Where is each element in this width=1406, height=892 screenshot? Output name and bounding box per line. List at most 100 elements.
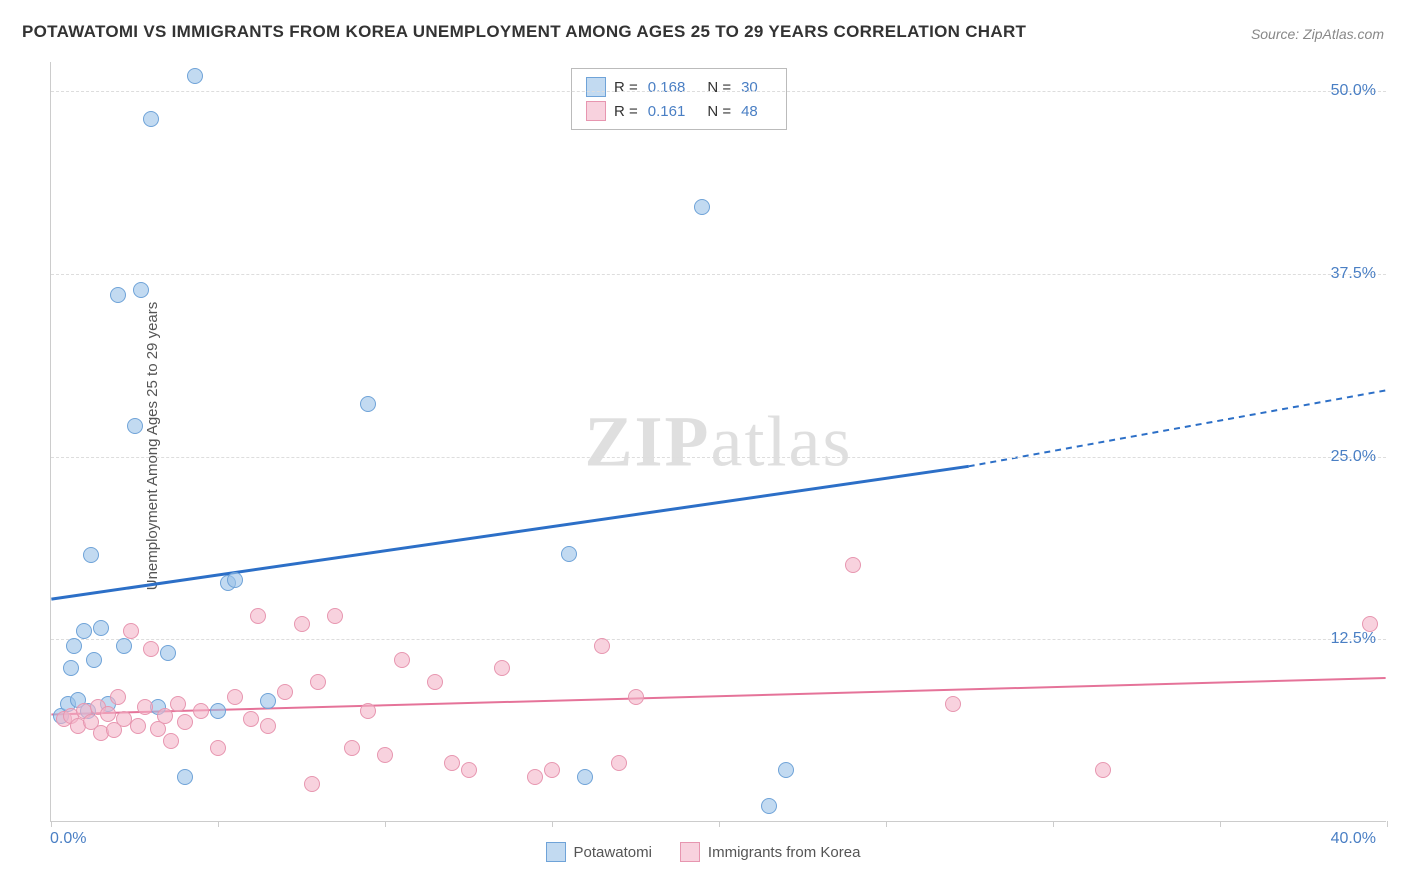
data-point — [110, 689, 126, 705]
legend-swatch — [546, 842, 566, 862]
r-value: 0.168 — [648, 79, 686, 96]
data-point — [127, 418, 143, 434]
legend-swatch — [586, 77, 606, 97]
n-label: N = — [707, 79, 731, 96]
data-point — [177, 714, 193, 730]
data-point — [143, 111, 159, 127]
data-point — [187, 68, 203, 84]
data-point — [100, 706, 116, 722]
data-point — [494, 660, 510, 676]
legend-row: R = 0.161 N = 48 — [586, 99, 772, 123]
gridline — [51, 457, 1386, 458]
trend-lines — [51, 62, 1386, 821]
y-tick-label: 25.0% — [1331, 448, 1376, 466]
data-point — [210, 740, 226, 756]
data-point — [210, 703, 226, 719]
data-point — [193, 703, 209, 719]
data-point — [561, 546, 577, 562]
data-point — [427, 674, 443, 690]
data-point — [845, 557, 861, 573]
data-point — [76, 623, 92, 639]
n-value: 48 — [741, 103, 758, 120]
legend-swatch — [680, 842, 700, 862]
legend-item: Immigrants from Korea — [680, 842, 861, 862]
data-point — [163, 733, 179, 749]
x-tick — [51, 821, 52, 827]
legend-swatch — [586, 101, 606, 121]
y-tick-label: 50.0% — [1331, 82, 1376, 100]
data-point — [93, 620, 109, 636]
x-tick — [385, 821, 386, 827]
data-point — [360, 396, 376, 412]
data-point — [250, 608, 266, 624]
data-point — [160, 645, 176, 661]
r-value: 0.161 — [648, 103, 686, 120]
gridline — [51, 639, 1386, 640]
data-point — [461, 762, 477, 778]
legend-row: R = 0.168 N = 30 — [586, 75, 772, 99]
data-point — [527, 769, 543, 785]
gridline — [51, 274, 1386, 275]
data-point — [143, 641, 159, 657]
data-point — [444, 755, 460, 771]
x-tick — [1220, 821, 1221, 827]
data-point — [157, 708, 173, 724]
n-value: 30 — [741, 79, 758, 96]
r-label: R = — [614, 79, 638, 96]
data-point — [778, 762, 794, 778]
data-point — [594, 638, 610, 654]
correlation-legend: R = 0.168 N = 30 R = 0.161 N = 48 — [571, 68, 787, 130]
data-point — [327, 608, 343, 624]
data-point — [377, 747, 393, 763]
n-label: N = — [707, 103, 731, 120]
x-tick — [886, 821, 887, 827]
watermark: ZIPatlas — [585, 400, 853, 483]
data-point — [170, 696, 186, 712]
data-point — [116, 638, 132, 654]
gridline — [51, 91, 1386, 92]
data-point — [577, 769, 593, 785]
data-point — [260, 718, 276, 734]
data-point — [123, 623, 139, 639]
data-point — [360, 703, 376, 719]
data-point — [110, 287, 126, 303]
r-label: R = — [614, 103, 638, 120]
data-point — [1095, 762, 1111, 778]
data-point — [227, 689, 243, 705]
source-attribution: Source: ZipAtlas.com — [1251, 26, 1384, 42]
data-point — [394, 652, 410, 668]
series-legend: Potawatomi Immigrants from Korea — [0, 842, 1406, 862]
x-tick — [218, 821, 219, 827]
x-tick — [719, 821, 720, 827]
data-point — [628, 689, 644, 705]
x-tick — [552, 821, 553, 827]
data-point — [344, 740, 360, 756]
data-point — [130, 718, 146, 734]
data-point — [66, 638, 82, 654]
y-tick-label: 12.5% — [1331, 630, 1376, 648]
y-tick-label: 37.5% — [1331, 265, 1376, 283]
legend-label: Potawatomi — [574, 844, 652, 861]
data-point — [304, 776, 320, 792]
data-point — [63, 660, 79, 676]
data-point — [694, 199, 710, 215]
legend-item: Potawatomi — [546, 842, 652, 862]
data-point — [945, 696, 961, 712]
chart-title: POTAWATOMI VS IMMIGRANTS FROM KOREA UNEM… — [22, 22, 1026, 42]
plot-area: ZIPatlas R = 0.168 N = 30 R = 0.161 N = … — [50, 62, 1386, 822]
data-point — [294, 616, 310, 632]
data-point — [1362, 616, 1378, 632]
data-point — [544, 762, 560, 778]
data-point — [86, 652, 102, 668]
data-point — [761, 798, 777, 814]
data-point — [310, 674, 326, 690]
legend-label: Immigrants from Korea — [708, 844, 861, 861]
data-point — [277, 684, 293, 700]
data-point — [177, 769, 193, 785]
data-point — [137, 699, 153, 715]
data-point — [83, 547, 99, 563]
data-point — [227, 572, 243, 588]
data-point — [611, 755, 627, 771]
data-point — [133, 282, 149, 298]
data-point — [260, 693, 276, 709]
